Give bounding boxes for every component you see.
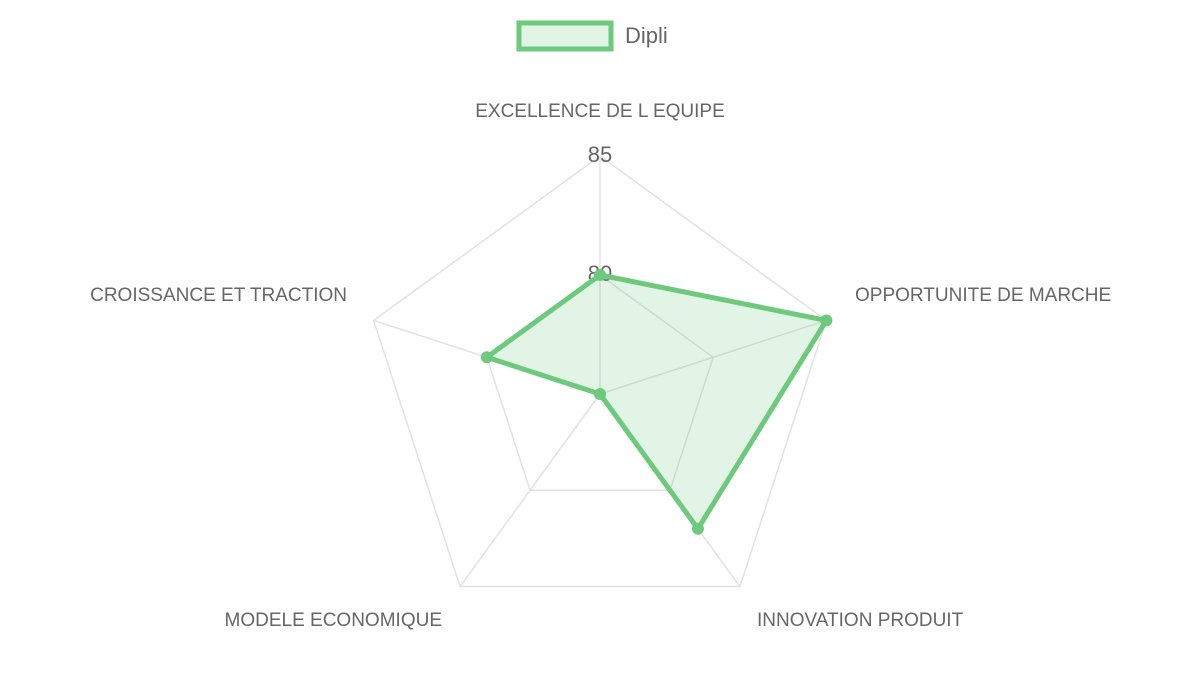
axis-label: INNOVATION PRODUIT — [757, 610, 964, 631]
grid-ring — [372, 155, 828, 588]
legend-swatch[interactable] — [516, 20, 614, 52]
data-point — [691, 522, 704, 535]
data-point — [480, 351, 493, 364]
tick-label: 85 — [588, 142, 612, 167]
axis-label: OPPORTUNITE DE MARCHE — [855, 285, 1111, 306]
spoke — [459, 393, 601, 587]
data-point — [594, 269, 606, 281]
data-point — [820, 314, 833, 327]
axis-label: EXCELLENCE DE L EQUIPE — [475, 101, 725, 122]
data-point — [594, 388, 606, 400]
axis-label: CROISSANCE ET TRACTION — [90, 285, 347, 306]
axis-label: MODELE ECONOMIQUE — [225, 610, 442, 631]
spoke — [599, 319, 827, 395]
legend-label[interactable]: Dipli — [625, 23, 668, 48]
series-area — [484, 272, 829, 532]
